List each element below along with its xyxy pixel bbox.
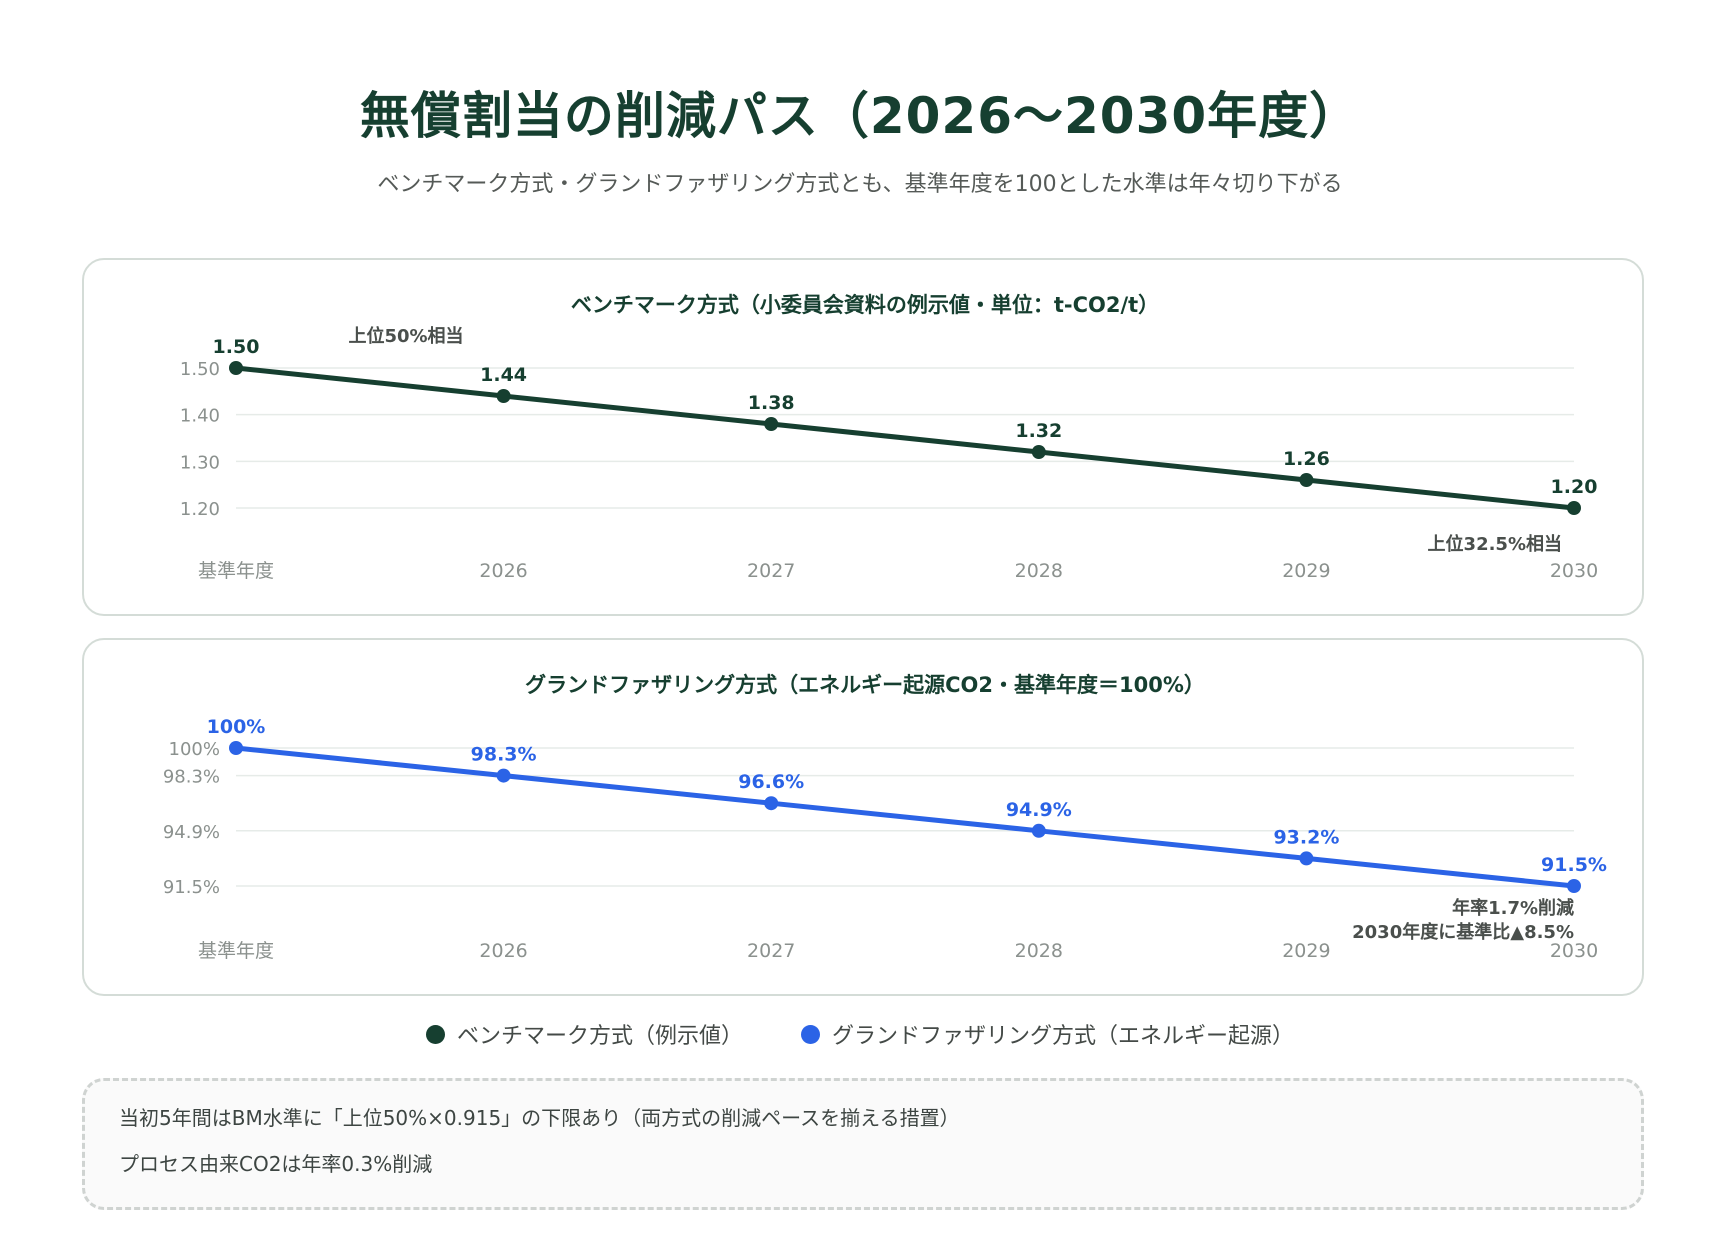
data-label: 94.9% — [1006, 799, 1072, 821]
legend-item-benchmark[interactable]: ベンチマーク方式（例示値） — [425, 1018, 743, 1050]
x-tick-label: 2027 — [747, 560, 795, 582]
data-label: 1.44 — [480, 364, 527, 386]
x-tick-label: 2026 — [479, 940, 527, 962]
data-label: 1.38 — [748, 392, 795, 414]
page-subtitle: ベンチマーク方式・グランドファザリング方式とも、基準年度を100とした水準は年々… — [377, 172, 1343, 197]
y-tick-label: 1.30 — [180, 452, 220, 473]
y-tick-label: 94.9% — [163, 822, 220, 843]
x-tick-label: 2029 — [1282, 560, 1330, 582]
data-point — [1031, 823, 1046, 838]
y-tick-label: 1.20 — [180, 499, 220, 520]
data-point — [496, 389, 511, 403]
y-tick-label: 98.3% — [163, 767, 220, 788]
annotation: 上位32.5%相当 — [1428, 533, 1562, 555]
legend-label-grandfathering: グランドファザリング方式（エネルギー起源） — [832, 1024, 1295, 1049]
data-label: 96.6% — [738, 771, 804, 793]
x-tick-label: 2028 — [1015, 940, 1063, 962]
data-label: 100% — [207, 716, 266, 738]
x-tick-label: 2026 — [479, 560, 527, 582]
legend-label-benchmark: ベンチマーク方式（例示値） — [456, 1024, 743, 1049]
data-point — [1031, 445, 1046, 459]
data-point — [1299, 851, 1314, 866]
legend-swatch-grandfathering — [801, 1024, 820, 1044]
benchmark-chart-card: ベンチマーク方式（小委員会資料の例示値・単位：t-CO2/t） 1.50 1.40 1… — [82, 258, 1644, 616]
data-label: 1.26 — [1283, 448, 1330, 470]
x-tick-label: 2029 — [1282, 940, 1330, 962]
x-tick-label: 2028 — [1015, 560, 1063, 582]
chart-title: グランドファザリング方式（エネルギー起源CO2・基準年度＝100%） — [525, 673, 1205, 697]
y-tick-label: 91.5% — [163, 877, 220, 898]
x-tick-label: 2030 — [1550, 940, 1598, 962]
data-point — [764, 796, 779, 811]
y-tick-label: 1.40 — [180, 406, 220, 427]
legend-item-grandfathering[interactable]: グランドファザリング方式（エネルギー起源） — [801, 1018, 1294, 1050]
data-label: 1.20 — [1551, 476, 1598, 498]
note-line: 当初5年間はBM水準に「上位50%×0.915」の下限あり（両方式の削減ペースを… — [119, 1106, 960, 1130]
chart-legend: ベンチマーク方式（例示値） グランドファザリング方式（エネルギー起源） — [0, 1018, 1720, 1050]
data-label: 98.3% — [471, 744, 537, 766]
grandfathering-chart-card: グランドファザリング方式（エネルギー起源CO2・基準年度＝100%） 100% 98… — [82, 638, 1644, 996]
legend-swatch-benchmark — [425, 1024, 445, 1044]
data-point — [229, 741, 243, 755]
data-point — [1567, 879, 1581, 893]
x-tick-label: 2030 — [1550, 560, 1598, 582]
data-point — [1567, 501, 1581, 515]
x-tick-label: 2027 — [747, 940, 795, 962]
data-label: 91.5% — [1541, 854, 1607, 876]
page-title: 無償割当の削減パス（2026〜2030年度） — [359, 87, 1361, 145]
x-tick-label: 基準年度 — [198, 560, 274, 582]
annotation: 2030年度に基準比▲8.5% — [1352, 921, 1574, 943]
annotation: 年率1.7%削減 — [1452, 897, 1574, 919]
annotation: 上位50%相当 — [348, 325, 463, 347]
data-label: 1.32 — [1015, 420, 1062, 442]
data-point — [229, 361, 243, 375]
series-line — [233, 365, 1577, 511]
note-line: プロセス由来CO2は年率0.3%削減 — [119, 1152, 433, 1176]
x-tick-label: 基準年度 — [198, 940, 274, 962]
grandfathering-chart: グランドファザリング方式（エネルギー起源CO2・基準年度＝100%） 100% 98… — [163, 673, 1607, 962]
benchmark-chart: ベンチマーク方式（小委員会資料の例示値・単位：t-CO2/t） 1.50 1.40 1… — [180, 293, 1598, 582]
series-line — [233, 745, 1577, 889]
y-tick-label: 100% — [169, 739, 220, 760]
data-label: 1.50 — [213, 336, 260, 358]
notes-box: 当初5年間はBM水準に「上位50%×0.915」の下限あり（両方式の削減ペースを… — [82, 1078, 1644, 1210]
chart-title: ベンチマーク方式（小委員会資料の例示値・単位：t-CO2/t） — [571, 293, 1159, 317]
data-point — [1299, 473, 1314, 487]
data-label: 93.2% — [1273, 826, 1339, 848]
data-point — [764, 417, 779, 431]
y-tick-label: 1.50 — [180, 359, 220, 380]
data-point — [496, 768, 511, 783]
